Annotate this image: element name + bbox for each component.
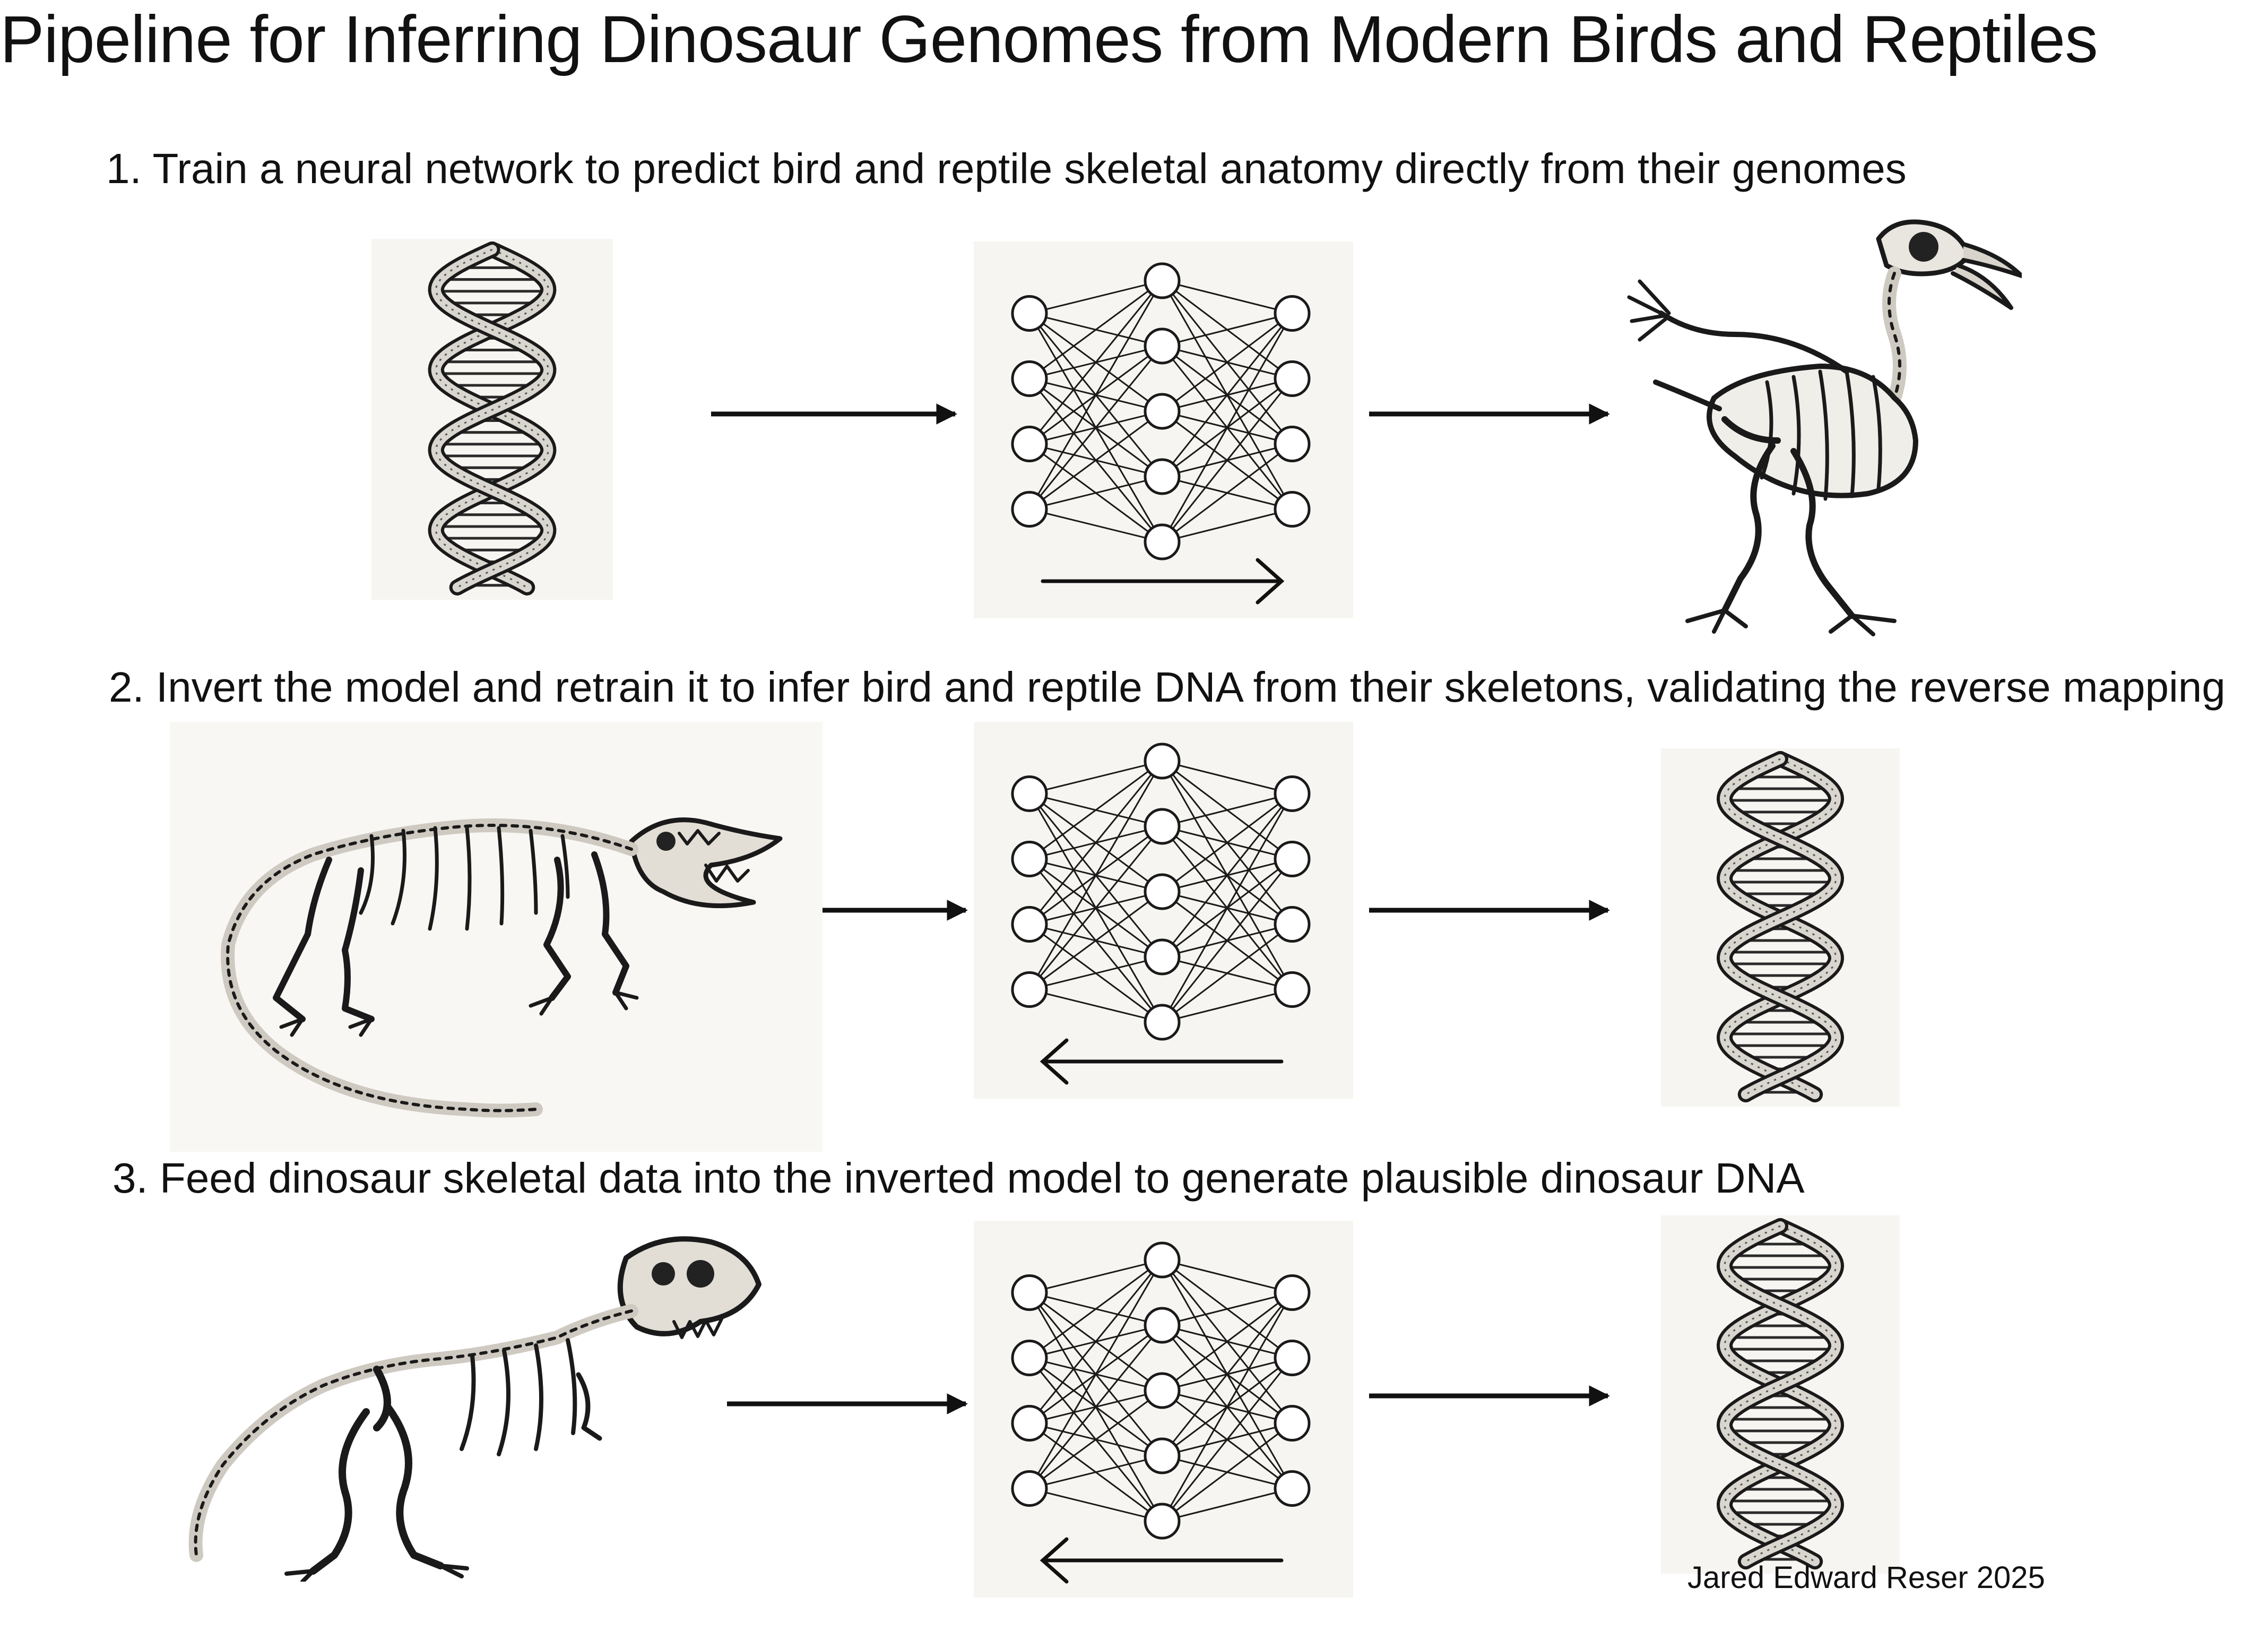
- arrow-right-icon: [1369, 403, 1610, 425]
- network-node: [1011, 775, 1048, 812]
- network-node: [1144, 743, 1181, 780]
- network-node: [1144, 1437, 1181, 1474]
- bird-skeleton-illustration: [1618, 207, 2022, 637]
- network-node: [1011, 1470, 1048, 1507]
- reverse-arrow-icon: [1040, 1537, 1284, 1584]
- network-node: [1144, 873, 1181, 910]
- network-node: [1011, 841, 1048, 877]
- dna-helix-icon: [1661, 1215, 1900, 1574]
- network-node: [1144, 458, 1181, 495]
- step-2-label: 2. Invert the model and retrain it to in…: [109, 663, 2226, 711]
- network-node: [1011, 1274, 1048, 1311]
- network-node: [1011, 971, 1048, 1008]
- network-node: [1011, 426, 1048, 462]
- network-node: [1144, 1241, 1181, 1279]
- dna-helix-icon: [1661, 748, 1900, 1107]
- network-node: [1274, 906, 1311, 943]
- network-connections: [1028, 280, 1293, 543]
- diagram-title: Pipeline for Inferring Dinosaur Genomes …: [0, 3, 2098, 76]
- arrow-right-icon: [1369, 1385, 1610, 1406]
- network-node: [1011, 295, 1048, 332]
- trex-skeleton-illustration: [175, 1215, 769, 1582]
- network-node: [1274, 1405, 1311, 1442]
- network-node: [1144, 1372, 1181, 1409]
- network-node: [1144, 262, 1181, 299]
- network-node: [1274, 971, 1311, 1008]
- neural-network-reverse: [974, 722, 1353, 1099]
- dna-helix-icon: [371, 239, 613, 600]
- network-node: [1144, 1004, 1181, 1041]
- crocodile-skeleton-illustration: [170, 722, 823, 1152]
- network-node: [1011, 906, 1048, 943]
- neural-network-forward: [974, 241, 1353, 618]
- network-node: [1144, 808, 1181, 845]
- network-node: [1011, 360, 1048, 397]
- network-node: [1144, 938, 1181, 976]
- network-node: [1274, 1274, 1311, 1311]
- network-node: [1274, 360, 1311, 397]
- network-connections: [1028, 1259, 1293, 1522]
- arrow-right-icon: [823, 900, 968, 921]
- network-node: [1274, 295, 1311, 332]
- network-node: [1011, 1405, 1048, 1442]
- network-node: [1274, 1470, 1311, 1507]
- network-node: [1144, 1503, 1181, 1540]
- network-node: [1274, 426, 1311, 462]
- forward-arrow-icon: [1041, 558, 1285, 605]
- network-node: [1274, 1340, 1311, 1376]
- network-connections: [1028, 760, 1293, 1023]
- network-node: [1011, 491, 1048, 528]
- neural-network-reverse: [974, 1221, 1353, 1598]
- arrow-right-icon: [727, 1393, 968, 1414]
- step-1-label: 1. Train a neural network to predict bir…: [106, 145, 1907, 192]
- reverse-arrow-icon: [1040, 1038, 1284, 1085]
- network-node: [1274, 841, 1311, 877]
- arrow-right-icon: [711, 403, 957, 425]
- network-node: [1144, 327, 1181, 365]
- network-node: [1144, 523, 1181, 560]
- network-node: [1144, 1307, 1181, 1344]
- network-node: [1144, 393, 1181, 430]
- step-3-label: 3. Feed dinosaur skeletal data into the …: [112, 1154, 1805, 1202]
- network-node: [1274, 775, 1311, 812]
- author-credit: Jared Edward Reser 2025: [1687, 1560, 2045, 1595]
- network-node: [1274, 491, 1311, 528]
- arrow-right-icon: [1369, 900, 1610, 921]
- network-node: [1011, 1340, 1048, 1376]
